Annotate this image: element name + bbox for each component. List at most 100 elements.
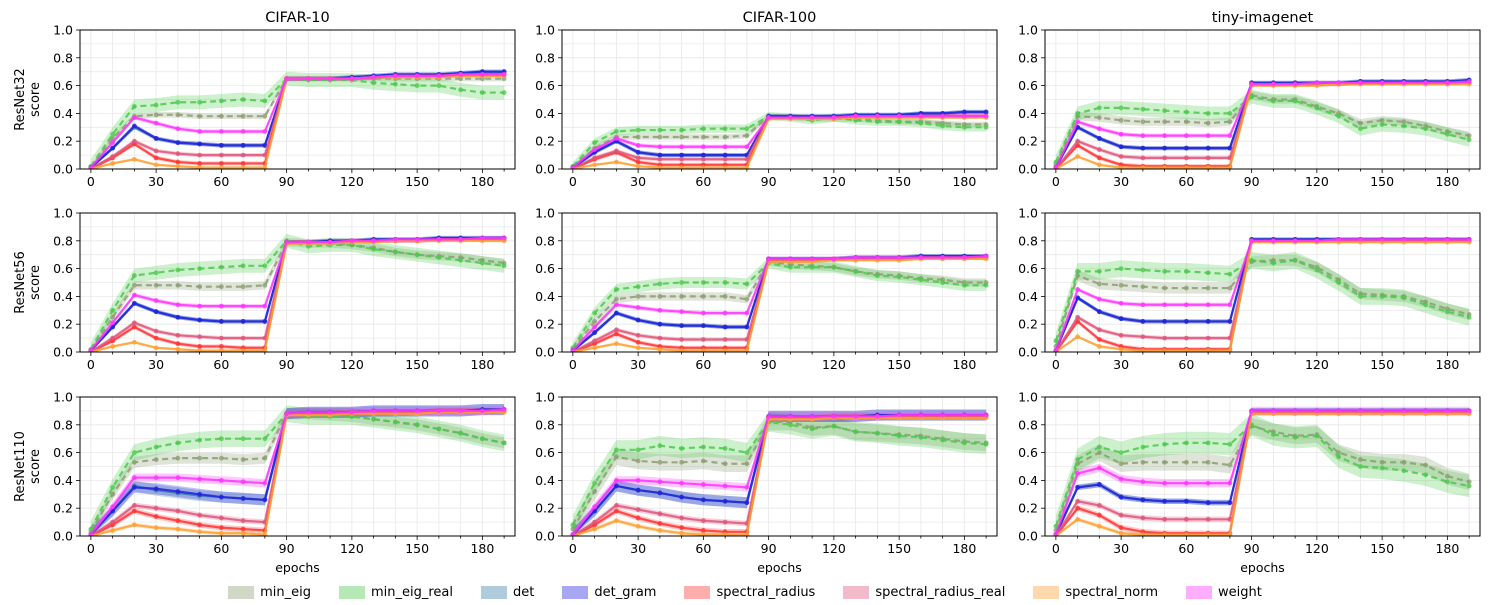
data-point-spectral_norm [635,163,641,169]
band-spectral_norm [90,410,505,536]
data-point-spectral_norm [613,159,619,165]
y-tick-label: 0.4 [1018,106,1038,121]
data-point-det_gram [961,109,967,115]
legend-label: spectral_radius [716,584,816,600]
y-tick-label: 0.4 [535,106,555,121]
data-point-min_eig [1227,462,1233,468]
data-point-min_eig [1140,284,1146,290]
data-point-min_eig_real [744,126,750,132]
data-point-weight [436,408,442,414]
x-tick-label: 0 [87,541,95,556]
data-point-min_eig_real [197,437,203,443]
data-point-weight [218,129,224,134]
row-ylabel-line: score [28,449,43,484]
data-point-spectral_norm [1118,346,1124,352]
data-point-spectral_radius [635,515,641,521]
data-point-spectral_radius_real [700,337,706,342]
data-point-weight [570,165,576,169]
data-point-min_eig_real [831,264,837,270]
y-tick-label: 0.2 [53,501,73,516]
data-point-weight [613,302,619,308]
data-point-min_eig [153,282,159,288]
data-point-spectral_norm [592,526,598,532]
plot-area [570,109,989,169]
y-tick-label: 0.8 [1018,50,1038,65]
band-min_eig_real [1055,413,1470,536]
y-tick-label: 0.4 [53,106,73,121]
data-point-weight [479,72,485,77]
y-tick-label: 0.8 [535,417,555,432]
data-point-min_eig_real [1183,268,1189,274]
y-tick-label: 0.2 [1018,501,1038,516]
panel-r1-c2: 0 30 60 90 120 150 180 0.0 0.2 0.4 0.6 0.8 1.0 [1018,206,1481,372]
data-point-min_eig_real [700,126,706,132]
data-point-spectral_norm [1075,516,1081,522]
data-point-min_eig [262,113,268,119]
data-point-weight [479,408,485,414]
data-point-min_eig_real [896,274,902,280]
data-point-weight [940,113,946,119]
data-point-weight [1423,237,1429,242]
row-ylabel-line: ResNet110 [13,431,28,502]
data-point-min_eig [635,294,641,299]
data-point-spectral_norm [744,532,750,536]
data-point-weight [918,113,924,119]
data-point-weight [1205,480,1211,486]
data-point-min_eig_real [175,99,181,105]
data-point-weight [262,129,268,134]
data-point-min_eig_real [635,284,641,290]
y-tick-label: 0.2 [1018,317,1038,332]
data-point-weight [240,129,246,134]
data-point-weight [284,76,290,82]
data-point-min_eig_real [458,87,464,93]
data-point-det_gram [175,140,181,145]
data-point-min_eig_real [458,430,464,436]
data-point-min_eig_real [110,484,116,490]
x-tick-label: 0 [1052,357,1060,372]
data-point-min_eig [679,459,685,465]
data-point-weight [327,76,333,82]
data-point-min_eig_real [1423,302,1429,308]
data-point-weight [961,255,967,260]
series-line-min_eig [572,260,987,350]
data-point-min_eig [657,459,663,465]
series-line-spectral_norm [1055,412,1470,536]
data-point-spectral_radius_real [1205,335,1211,341]
data-point-det_gram [1162,145,1168,151]
data-point-min_eig [1118,117,1124,123]
data-point-min_eig_real [262,98,268,104]
data-point-spectral_norm [592,162,598,168]
data-point-spectral_norm [1205,348,1211,352]
data-point-weight [1444,237,1450,242]
series-line-weight [90,236,505,352]
data-point-min_eig_real [436,255,442,260]
data-point-weight [1270,238,1276,244]
data-point-min_eig_real [131,104,137,109]
data-point-det_gram [657,321,663,327]
data-point-det_gram [1183,498,1189,504]
series-line-min_eig_real [1054,95,1470,163]
x-tick-label: 150 [887,357,911,372]
data-point-det_gram [592,330,598,335]
data-point-min_eig_real [1423,472,1429,478]
y-tick-label: 0.2 [535,501,555,516]
data-point-min_eig_real [153,102,159,108]
data-point-min_eig_real [131,273,137,278]
plot-area [1053,237,1472,352]
data-point-spectral_radius_real [1096,327,1102,333]
data-point-min_eig [1357,457,1363,462]
data-point-spectral_radius_real [1075,498,1081,504]
data-point-min_eig [613,296,619,302]
data-point-spectral_radius_real [218,152,224,158]
data-point-det_gram [679,494,685,500]
data-point-weight [592,504,598,510]
data-point-min_eig [1401,459,1407,465]
data-point-spectral_radius_real [240,335,246,341]
data-point-min_eig [1227,285,1233,291]
data-point-min_eig [197,455,203,461]
data-point-min_eig_real [1444,479,1450,485]
y-tick-label: 0.0 [1018,529,1038,544]
data-point-weight [635,305,641,310]
data-point-min_eig_real [479,260,485,266]
data-point-min_eig [262,282,268,288]
